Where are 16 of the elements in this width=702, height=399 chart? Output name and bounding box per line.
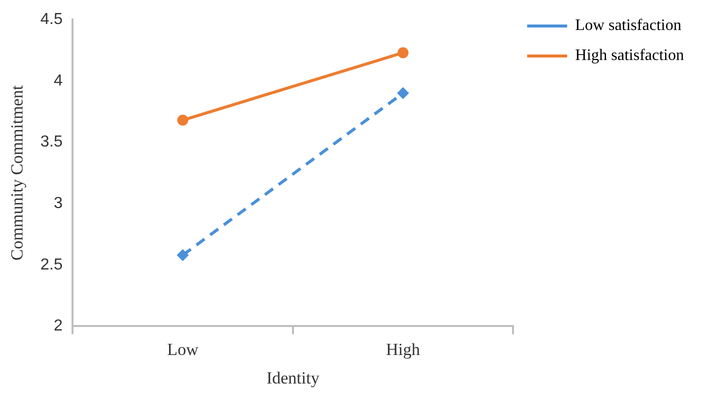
legend-label: Low satisfaction	[575, 17, 682, 34]
y-tick-label: 3	[54, 194, 63, 212]
y-axis-title: Community Commitment	[8, 85, 27, 261]
y-tick-label: 4	[54, 72, 63, 90]
point	[397, 87, 410, 100]
y-tick-label: 2.5	[40, 256, 63, 274]
x-axis-title: Identity	[266, 368, 320, 388]
point	[176, 249, 189, 262]
y-tick-label: 2	[54, 318, 63, 335]
y-tick-label: 3.5	[40, 134, 63, 151]
point	[177, 114, 188, 126]
x-tick-label: Low	[167, 340, 200, 359]
legend-label: High satisfaction	[575, 47, 684, 64]
point	[398, 47, 409, 58]
x-tick-label: High	[386, 340, 421, 359]
y-tick-label: 4.5	[40, 11, 63, 28]
